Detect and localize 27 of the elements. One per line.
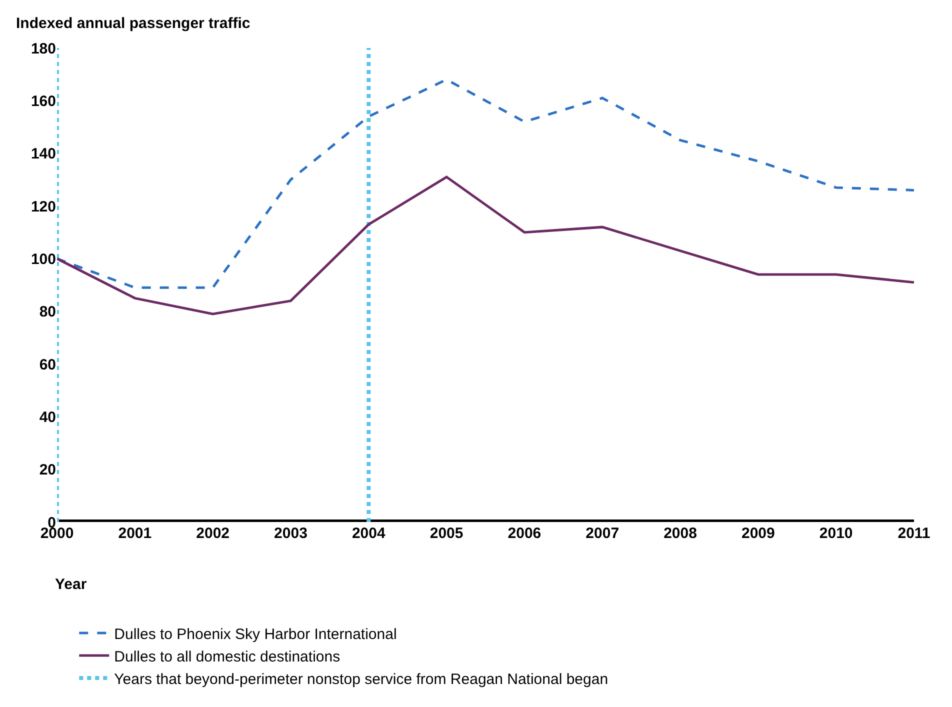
line-series: [57, 176, 914, 316]
x-tick-label: 2004: [352, 525, 386, 542]
y-tick-label: 40: [39, 408, 56, 426]
x-tick-label: 2010: [819, 525, 853, 542]
line-series: [57, 78, 914, 289]
x-tick-label: 2001: [118, 525, 152, 542]
x-tick-label: 2003: [274, 525, 308, 542]
y-axis-title: Indexed annual passenger traffic: [16, 15, 250, 32]
y-tick-label: 160: [30, 92, 56, 110]
legend-label: Years that beyond-perimeter nonstop service from Reagan National began: [114, 670, 608, 688]
y-tick-label: 20: [39, 462, 56, 479]
legend-label: Dulles to all domestic destinations: [114, 648, 340, 666]
x-tick-label: 2005: [430, 525, 464, 542]
legend-label: Dulles to Phoenix Sky Harbor International: [114, 626, 397, 643]
x-tick-label: 2006: [508, 525, 542, 542]
y-tick-label: 100: [30, 250, 56, 268]
x-tick-label: 2011: [898, 525, 930, 542]
y-tick-label: 140: [30, 146, 56, 163]
x-tick-label: 2009: [741, 525, 775, 542]
x-tick-label: 2007: [586, 525, 620, 542]
y-tick-label: 120: [30, 198, 56, 216]
x-tick-label: 2002: [196, 525, 230, 542]
y-tick-label: 60: [39, 356, 56, 374]
y-tick-label: 80: [39, 304, 56, 321]
y-tick-label: 180: [30, 40, 56, 58]
x-axis-title: Year: [55, 576, 87, 593]
x-tick-label: 2008: [664, 525, 697, 542]
